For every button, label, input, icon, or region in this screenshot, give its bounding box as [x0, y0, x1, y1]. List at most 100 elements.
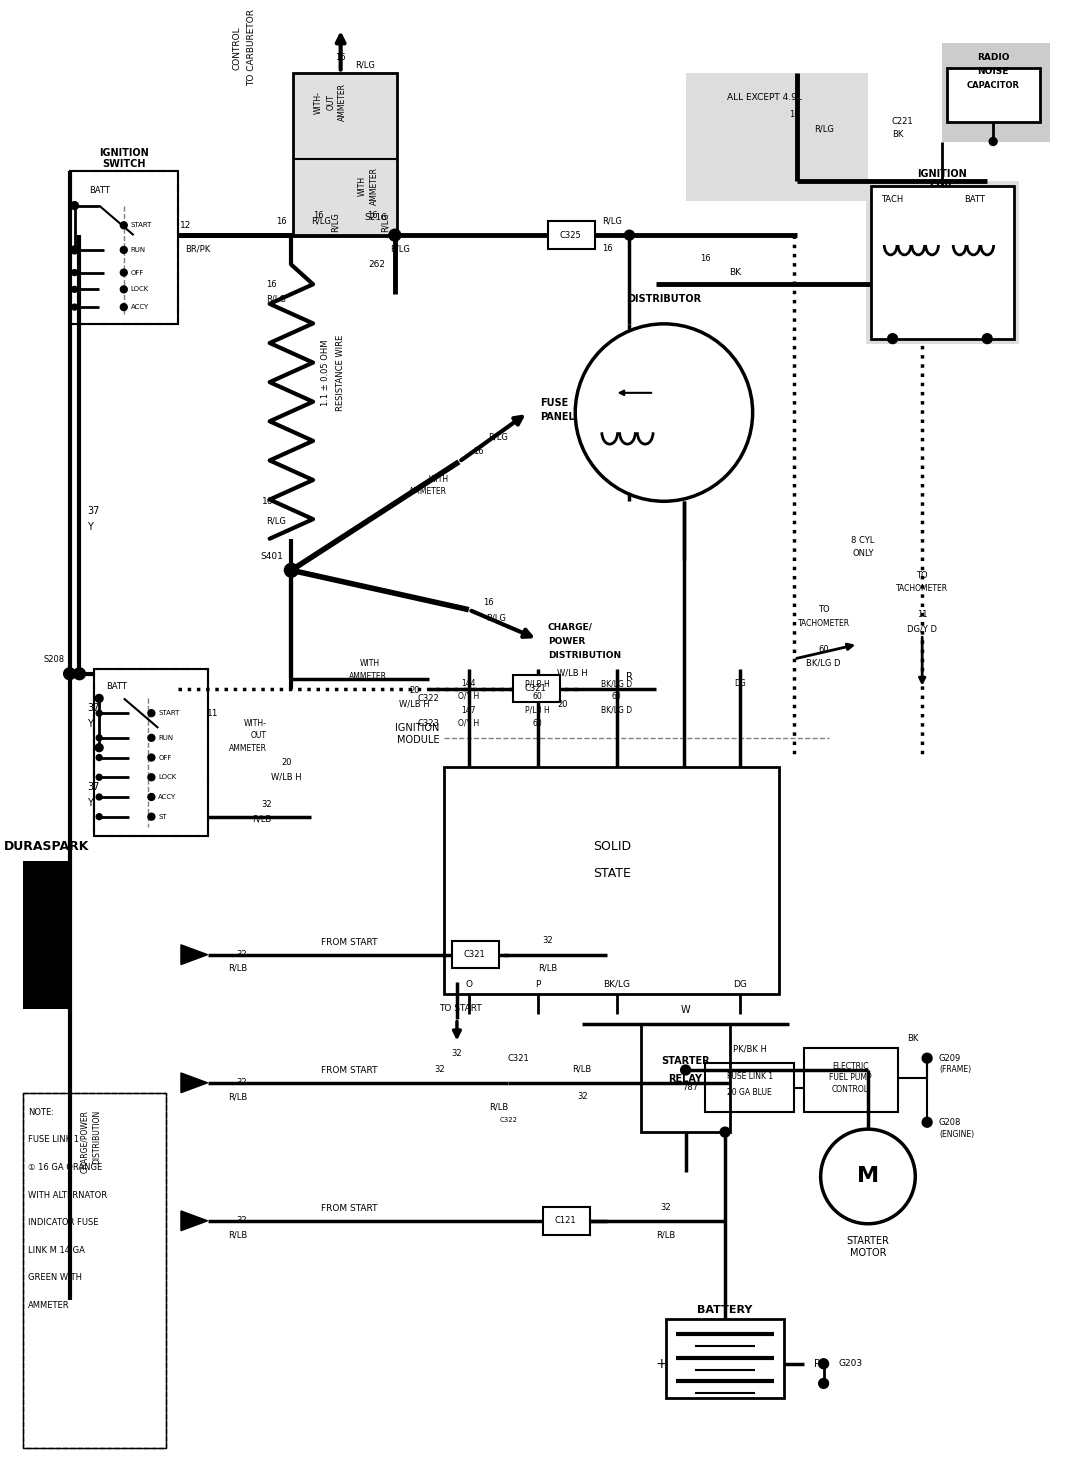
Text: 60: 60	[533, 692, 542, 701]
Text: ONLY: ONLY	[852, 548, 874, 559]
Text: HOT AT ALL TIMES: HOT AT ALL TIMES	[43, 896, 51, 974]
Text: C321: C321	[525, 684, 547, 693]
Bar	[94, 670, 208, 837]
Bar	[444, 767, 779, 995]
Text: PANEL: PANEL	[539, 412, 575, 423]
Circle shape	[982, 334, 993, 343]
Text: C322: C322	[500, 1117, 517, 1123]
Circle shape	[148, 794, 154, 801]
Text: DG: DG	[734, 678, 746, 689]
Text: W/LB H: W/LB H	[399, 699, 430, 709]
Bar	[870, 186, 1014, 338]
Circle shape	[72, 304, 77, 310]
Text: O/Y H: O/Y H	[458, 692, 479, 701]
Circle shape	[96, 774, 102, 780]
Circle shape	[120, 285, 128, 293]
Text: 16: 16	[266, 279, 277, 288]
Text: WITH-: WITH-	[243, 718, 267, 727]
Text: OFF: OFF	[131, 269, 144, 275]
Text: IGNITION: IGNITION	[394, 723, 440, 733]
Text: R/LB: R/LB	[656, 1230, 675, 1239]
Text: DISTRIBUTION: DISTRIBUTION	[548, 650, 621, 659]
Text: G208: G208	[939, 1117, 962, 1126]
Text: 16: 16	[700, 254, 711, 263]
Bar	[94, 670, 208, 837]
Text: 20: 20	[557, 699, 568, 709]
Text: (ENGINE): (ENGINE)	[939, 1129, 974, 1138]
Text: Y: Y	[87, 798, 93, 808]
Polygon shape	[181, 1210, 208, 1231]
Text: COIL: COIL	[929, 179, 955, 189]
Text: R/LB: R/LB	[489, 1103, 508, 1111]
Circle shape	[888, 334, 897, 343]
Text: R/LG: R/LG	[355, 61, 375, 69]
Circle shape	[681, 1066, 690, 1075]
Text: C322: C322	[417, 693, 440, 704]
Bar	[294, 72, 397, 235]
Text: ALL EXCEPT 4.9L: ALL EXCEPT 4.9L	[727, 93, 802, 102]
Text: BATTERY: BATTERY	[698, 1305, 753, 1314]
Text: P/LB H: P/LB H	[525, 705, 550, 715]
Text: 20: 20	[410, 686, 420, 695]
Text: RESISTANCE WIRE: RESISTANCE WIRE	[337, 336, 345, 411]
Text: FROM START: FROM START	[321, 1067, 377, 1076]
Text: WITH: WITH	[360, 659, 381, 668]
Text: R/LB: R/LB	[538, 964, 557, 973]
Text: R/LB: R/LB	[227, 964, 247, 973]
Text: BATT: BATT	[106, 681, 126, 692]
Text: BK: BK	[729, 268, 741, 276]
Text: 32: 32	[236, 1079, 247, 1088]
Text: GREEN WITH: GREEN WITH	[28, 1274, 83, 1283]
Text: C325: C325	[560, 231, 581, 239]
Text: R/LG: R/LG	[267, 294, 286, 303]
Text: WITH ALTERNATOR: WITH ALTERNATOR	[28, 1191, 107, 1200]
Text: FUSE LINK 1: FUSE LINK 1	[28, 1135, 79, 1144]
Circle shape	[72, 269, 77, 275]
Circle shape	[148, 754, 154, 761]
Circle shape	[120, 303, 128, 310]
Text: 1.1 ± 0.05 OHM: 1.1 ± 0.05 OHM	[322, 340, 330, 406]
Text: C321: C321	[507, 1054, 528, 1063]
Circle shape	[96, 735, 102, 740]
Text: 60: 60	[612, 692, 622, 701]
Text: INDICATOR FUSE: INDICATOR FUSE	[28, 1218, 99, 1227]
Text: FROM START: FROM START	[321, 939, 377, 947]
Text: PK/BK H: PK/BK H	[733, 1045, 766, 1054]
Text: IGNITION: IGNITION	[99, 148, 149, 158]
Text: Y: Y	[87, 718, 93, 729]
Circle shape	[95, 695, 103, 702]
Text: R/LB: R/LB	[252, 814, 271, 823]
Text: 32: 32	[236, 1216, 247, 1225]
Text: R/LG: R/LG	[267, 516, 286, 526]
Circle shape	[284, 563, 298, 578]
Bar	[804, 1048, 897, 1113]
Text: ① 16 GA ORANGE: ① 16 GA ORANGE	[28, 1163, 103, 1172]
Text: START: START	[131, 222, 152, 228]
Bar	[542, 1208, 590, 1234]
Text: OUT: OUT	[326, 95, 336, 109]
Circle shape	[96, 814, 102, 820]
Bar	[942, 43, 1051, 142]
Text: R/LG: R/LG	[601, 217, 622, 226]
Text: LOCK: LOCK	[159, 774, 177, 780]
Text: MODULE: MODULE	[397, 735, 440, 745]
Text: 16: 16	[277, 217, 287, 226]
Text: RUN: RUN	[131, 247, 146, 253]
Text: C221: C221	[892, 117, 913, 126]
Text: TO: TO	[818, 605, 830, 615]
Text: BATT: BATT	[964, 195, 985, 204]
Text: CONTROL: CONTROL	[233, 27, 241, 69]
Text: AMMETER: AMMETER	[338, 83, 347, 121]
Text: BK/LG D: BK/LG D	[601, 705, 632, 715]
Bar	[513, 675, 561, 702]
Circle shape	[96, 794, 102, 800]
Polygon shape	[181, 1073, 208, 1092]
Bar	[866, 180, 1018, 343]
Text: 60: 60	[533, 718, 542, 727]
Text: WITH-: WITH-	[313, 90, 323, 114]
Text: DG: DG	[733, 980, 747, 989]
Text: 16: 16	[789, 111, 800, 120]
Circle shape	[389, 229, 401, 241]
Circle shape	[819, 1379, 829, 1388]
Text: STATE: STATE	[593, 868, 630, 881]
